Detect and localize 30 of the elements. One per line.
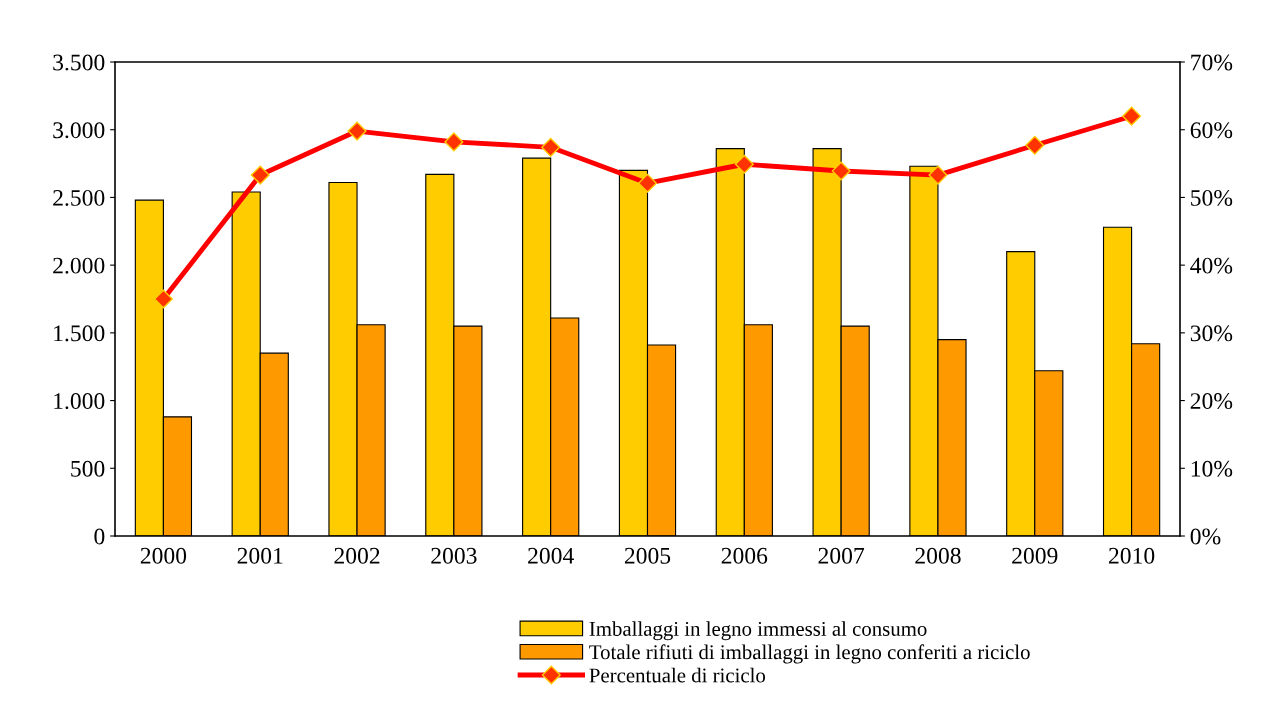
y-tick-label: 2.500 <box>53 189 105 206</box>
x-tick-label: 2003 <box>431 547 477 564</box>
y-tick-label: 500 <box>71 460 105 477</box>
y2-tick-label: 50% <box>1191 189 1233 206</box>
y2-tick-label: 60% <box>1190 122 1233 139</box>
x-tick-label: 2000 <box>140 547 187 564</box>
y2-tick-label: 20% <box>1190 393 1233 410</box>
legend-label: Imballaggi in legno immessi al consumo <box>589 621 927 641</box>
y-tick-label: 1.500 <box>54 325 105 342</box>
legend-label: Percentuale di riciclo <box>589 667 766 683</box>
y-tick-label: 1.000 <box>54 393 105 410</box>
legend-label: Totale rifiuti di imballaggi in legno conferiti a riciclo <box>589 644 1030 664</box>
x-tick-label: 2001 <box>237 547 283 564</box>
y2-tick-label: 70% <box>1191 54 1233 71</box>
x-tick-label: 2009 <box>1012 547 1058 564</box>
x-tick-label: 2004 <box>528 547 574 564</box>
x-tick-label: 2002 <box>334 547 380 564</box>
y2-tick-label: 30% <box>1190 325 1233 342</box>
x-tick-label: 2006 <box>721 547 768 564</box>
y-tick-label: 2.000 <box>53 257 105 274</box>
y2-tick-label: 10% <box>1191 460 1233 477</box>
x-tick-label: 2007 <box>818 547 865 564</box>
x-tick-label: 2005 <box>624 547 671 564</box>
y2-tick-label: 0% <box>1190 528 1221 545</box>
y2-tick-label: 40% <box>1190 257 1233 274</box>
x-tick-label: 2010 <box>1109 547 1155 564</box>
y-tick-label: 3.500 <box>53 54 105 71</box>
y-tick-label: 3.000 <box>53 122 105 139</box>
x-tick-label: 2008 <box>915 547 961 564</box>
y-tick-label: 0 <box>94 528 105 545</box>
